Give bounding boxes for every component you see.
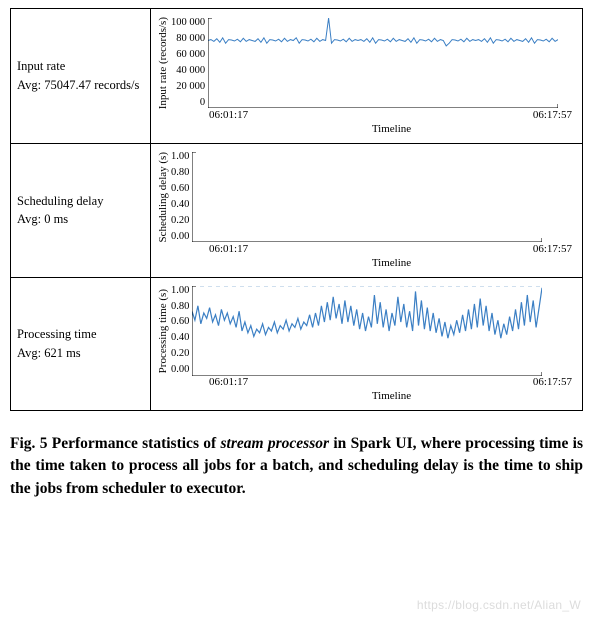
ytick: 0.40 [171,200,189,211]
x-ticks: 06:01:17 06:17:57 [209,243,572,255]
ytick: 80 000 [176,34,205,45]
panel-metric-name: Processing time [17,325,144,344]
figure-caption: Fig. 5 Performance statistics of stream … [10,433,583,500]
panel-metric-avg: Avg: 0 ms [17,210,144,229]
x-axis-label: Timeline [207,123,576,135]
ytick: 1.00 [171,286,189,297]
ytick: 0.00 [171,365,189,376]
stats-table: Input rate Avg: 75047.47 records/s Input… [10,8,583,411]
x-axis-label: Timeline [207,390,576,402]
panel-metric-name: Input rate [17,57,144,76]
panel-metric-name: Scheduling delay [17,192,144,211]
chart-plot-scheduling_delay [192,152,542,242]
panel-chart-cell: Input rate (records/s) 100 000 80 000 60 0… [151,9,583,144]
xtick-right: 06:17:57 [533,109,572,121]
x-axis-label: Timeline [207,257,576,269]
ytick: 100 000 [171,18,205,29]
panel-row-scheduling_delay: Scheduling delay Avg: 0 ms Scheduling de… [11,144,583,277]
ytick: 0.80 [171,302,189,313]
ytick: 0.60 [171,317,189,328]
y-axis-label: Input rate (records/s) [157,17,169,109]
panel-label-cell: Input rate Avg: 75047.47 records/s [11,9,151,144]
x-ticks: 06:01:17 06:17:57 [209,376,572,388]
xtick-right: 06:17:57 [533,376,572,388]
ytick: 1.00 [171,152,189,163]
panel-metric-avg: Avg: 621 ms [17,344,144,363]
chart-plot-input_rate [208,18,558,108]
ytick: 0.20 [171,349,189,360]
watermark-text: https://blog.csdn.net/Alian_W [417,598,581,612]
xtick-left: 06:01:17 [209,109,248,121]
ytick: 0 [200,98,205,109]
ytick: 60 000 [176,50,205,61]
ytick: 0.20 [171,216,189,227]
ytick: 0.60 [171,184,189,195]
ytick: 40 000 [176,66,205,77]
xtick-right: 06:17:57 [533,243,572,255]
ytick: 0.00 [171,232,189,243]
ytick: 20 000 [176,82,205,93]
panel-metric-avg: Avg: 75047.47 records/s [17,76,144,95]
xtick-left: 06:01:17 [209,243,248,255]
caption-prefix: Fig. 5 Performance statistics of [10,435,221,452]
panel-chart-cell: Scheduling delay (s) 1.00 0.80 0.60 0.40 0.2… [151,144,583,277]
panel-chart-cell: Processing time (s) 1.00 0.80 0.60 0.40 0.20… [151,277,583,410]
y-ticks: 100 000 80 000 60 000 40 000 20 000 0 [171,18,205,108]
panel-row-input_rate: Input rate Avg: 75047.47 records/s Input… [11,9,583,144]
y-axis-label: Processing time (s) [157,289,169,373]
chart-plot-processing_time [192,286,542,376]
panel-label-cell: Scheduling delay Avg: 0 ms [11,144,151,277]
x-ticks: 06:01:17 06:17:57 [209,109,572,121]
xtick-left: 06:01:17 [209,376,248,388]
ytick: 0.80 [171,168,189,179]
y-ticks: 1.00 0.80 0.60 0.40 0.20 0.00 [171,286,189,376]
ytick: 0.40 [171,333,189,344]
caption-emphasis: stream processor [221,435,330,452]
y-ticks: 1.00 0.80 0.60 0.40 0.20 0.00 [171,152,189,242]
panel-row-processing_time: Processing time Avg: 621 ms Processing t… [11,277,583,410]
y-axis-label: Scheduling delay (s) [157,152,169,242]
panel-label-cell: Processing time Avg: 621 ms [11,277,151,410]
